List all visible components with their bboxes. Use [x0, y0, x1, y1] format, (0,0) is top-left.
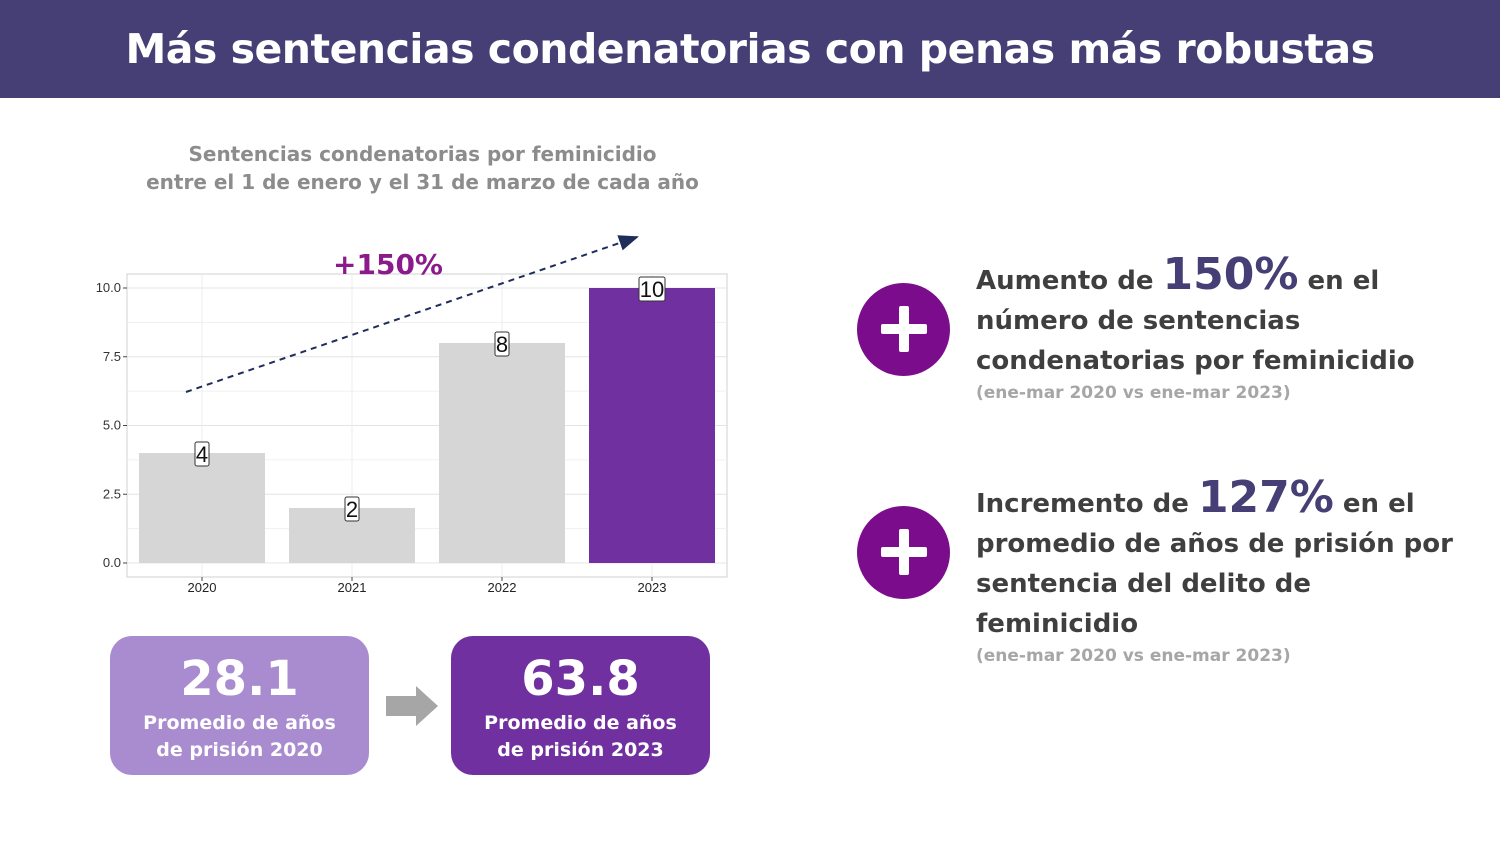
x-tick-label: 2023 [638, 580, 667, 595]
kpi-prison-line4: feminicidio [976, 609, 1139, 639]
chart-title: Sentencias condenatorias por feminicidio… [110, 140, 735, 196]
stat-label-2020: Promedio de años de prisión 2020 [110, 710, 369, 764]
kpi-sentences-line2: número de sentencias [976, 306, 1301, 336]
data-label-box [638, 276, 666, 302]
kpi-prison-line3: sentencia del delito de [976, 569, 1311, 599]
plus-icon [857, 506, 950, 599]
x-tick-label: 2021 [338, 580, 367, 595]
trend-arrow [185, 235, 639, 393]
plus-icon [857, 283, 950, 376]
chart-title-line2: entre el 1 de enero y el 31 de marzo de … [146, 170, 699, 194]
kpi-prison-big: 127% [1197, 472, 1334, 523]
kpi-prison-note: (ene-mar 2020 vs ene-mar 2023) [976, 646, 1291, 666]
stat-box-2023: 63.8 Promedio de años de prisión 2023 [451, 636, 710, 775]
stat-value-2020: 28.1 [180, 651, 299, 707]
bar-chart: 0.0 2.5 5.0 7.5 10.0 4 2020 2 2021 8 2022 10 2023 +15… [96, 235, 728, 595]
y-tick-label: 10.0 [96, 280, 121, 295]
data-label-box [344, 496, 360, 522]
x-tick-label: 2022 [488, 580, 517, 595]
kpi-sentences: Aumento de 150% en el número de sentenci… [976, 253, 1486, 405]
bar-2022 [439, 343, 565, 563]
data-label-box [194, 441, 210, 467]
bar-2020 [139, 453, 265, 563]
kpi-sentences-line3: condenatorias por feminicidio [976, 346, 1415, 376]
kpi-prison-line2: promedio de años de prisión por [976, 529, 1453, 559]
data-label-2023: 10 [640, 277, 664, 302]
y-tick-label: 5.0 [103, 418, 121, 433]
bar-2023 [589, 288, 715, 563]
data-label-2021: 2 [346, 497, 358, 522]
kpi-prison-post: en el [1333, 489, 1415, 519]
header-banner: Más sentencias condenatorias con penas m… [0, 0, 1500, 98]
chart-title-line1: Sentencias condenatorias por feminicidio [188, 142, 657, 166]
kpi-sentences-big: 150% [1162, 249, 1299, 300]
arrow-right-icon [386, 686, 438, 726]
page-title: Más sentencias condenatorias con penas m… [125, 25, 1375, 73]
data-label-2022: 8 [496, 332, 508, 357]
x-tick-label: 2020 [188, 580, 217, 595]
stat-label-2023: Promedio de años de prisión 2023 [451, 710, 710, 764]
y-tick-label: 2.5 [103, 486, 121, 501]
stat-value-2023: 63.8 [521, 651, 640, 707]
kpi-sentences-pre: Aumento de [976, 266, 1163, 296]
stat-label-2020-line1: Promedio de años [143, 712, 336, 734]
y-tick-label: 7.5 [103, 349, 121, 364]
kpi-sentences-post: en el [1298, 266, 1380, 296]
data-label-2020: 4 [196, 442, 208, 467]
data-label-box [494, 331, 510, 357]
kpi-sentences-note: (ene-mar 2020 vs ene-mar 2023) [976, 383, 1291, 403]
stat-label-2023-line1: Promedio de años [484, 712, 677, 734]
growth-annotation: +150% [333, 248, 443, 281]
stat-box-2020: 28.1 Promedio de años de prisión 2020 [110, 636, 369, 775]
kpi-prison-pre: Incremento de [976, 489, 1198, 519]
stat-label-2020-line2: de prisión 2020 [156, 739, 323, 761]
stat-label-2023-line2: de prisión 2023 [497, 739, 664, 761]
y-tick-label: 0.0 [103, 555, 121, 570]
kpi-prison-years: Incremento de 127% en el promedio de año… [976, 476, 1486, 668]
